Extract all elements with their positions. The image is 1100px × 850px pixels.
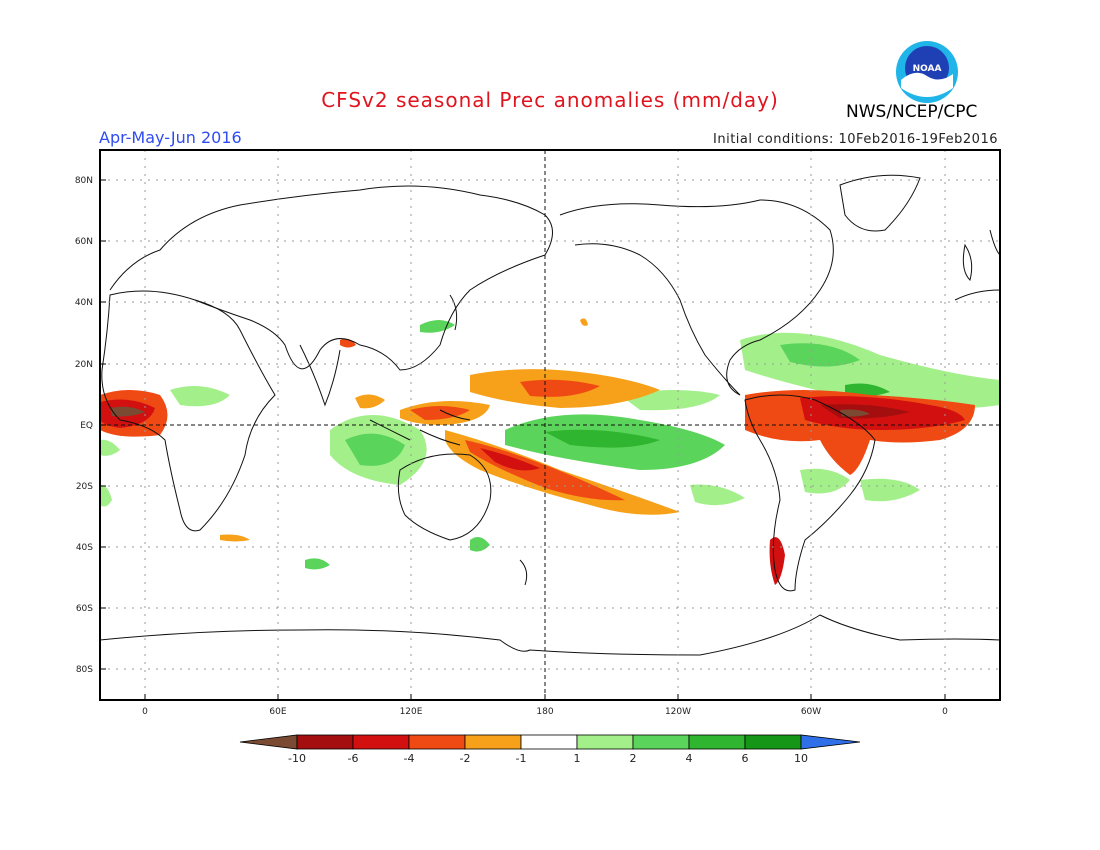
colorbar-label: 10 [794,752,808,765]
noaa-logo-text: NOAA [913,64,942,74]
lon-label: 120W [665,707,691,717]
lon-label: 180 [536,707,553,717]
colorbar-swatch [520,734,578,750]
anomaly-shading [100,318,1000,585]
agency-label: NWS/NCEP/CPC [846,102,978,122]
colorbar-swatch [688,734,746,750]
colorbar-swatch [408,734,466,750]
colorbar-label: -10 [288,752,306,765]
colorbar-label: -2 [460,752,471,765]
lat-label: EQ [80,421,93,431]
lon-label: 0 [942,707,948,717]
latitude-axis: 80N 60N 40N 20N EQ 20S 40S 60S 80S [75,176,106,675]
lat-label: 80N [75,176,93,186]
lon-label: 60W [801,707,821,717]
longitude-axis: 0 60E 120E 180 120W 60W 0 [142,694,948,717]
lon-label: 120E [400,707,423,717]
colorbar-swatch [296,734,354,750]
lat-label: 20N [75,360,93,370]
initial-conditions-label: Initial conditions: 10Feb2016-19Feb2016 [713,132,998,147]
grid-lines [100,150,1000,700]
colorbar-label: 6 [742,752,749,765]
colorbar-label: -6 [348,752,359,765]
colorbar: -10 -6 -4 -2 -1 1 2 4 6 10 [239,734,861,765]
colorbar-swatch [576,734,634,750]
colorbar-label: 2 [630,752,637,765]
season-label: Apr-May-Jun 2016 [99,128,242,147]
colorbar-swatch [352,734,410,750]
colorbar-label: -4 [404,752,415,765]
colorbar-swatch [464,734,522,750]
colorbar-swatch [744,734,802,750]
lat-label: 40N [75,298,93,308]
colorbar-swatch [632,734,690,750]
colorbar-label: 1 [574,752,581,765]
wet-anomaly-south-atlantic [860,478,920,502]
colorbar-label: -1 [516,752,527,765]
lat-label: 40S [76,543,93,553]
colorbar-label: 4 [686,752,693,765]
noaa-logo: NOAA [896,41,958,103]
lon-label: 0 [142,707,148,717]
lat-label: 80S [76,665,93,675]
lon-label: 60E [269,707,286,717]
coastlines [100,174,1000,656]
wet-anomaly-south-america [800,468,850,494]
colorbar-low-arrow [239,734,298,750]
chart-title: CFSv2 seasonal Prec anomalies (mm/day) [321,88,779,112]
wet-anomaly-west-africa-nearby [170,386,230,407]
lat-label: 20S [76,482,93,492]
wet-anomaly-south-pacific [690,484,745,506]
lat-label: 60S [76,604,93,614]
lat-label: 60N [75,237,93,247]
colorbar-high-arrow [800,734,861,750]
